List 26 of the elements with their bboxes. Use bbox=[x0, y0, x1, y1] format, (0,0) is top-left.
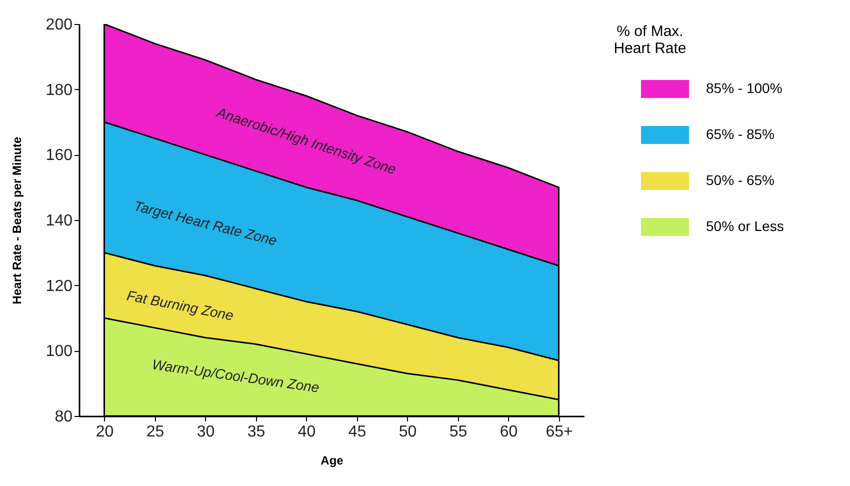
x-tick-label: 60 bbox=[500, 424, 518, 440]
x-tick-label: 20 bbox=[96, 424, 114, 440]
legend-title: % of Max. Heart Rate bbox=[614, 23, 686, 57]
legend-label: 85% - 100% bbox=[706, 80, 782, 96]
x-tick-label: 35 bbox=[247, 424, 266, 440]
y-tick-label: 140 bbox=[46, 212, 73, 230]
x-tick-label: 45 bbox=[348, 424, 366, 440]
y-tick-label: 200 bbox=[46, 16, 73, 34]
x-axis-title: Age bbox=[320, 454, 344, 468]
x-tick-label: 30 bbox=[196, 424, 215, 440]
legend-label: 65% - 85% bbox=[706, 126, 774, 142]
annotation: Fat Burning Zone bbox=[126, 287, 236, 324]
x-tick-label: 55 bbox=[449, 424, 468, 440]
x-tick-label: 65+ bbox=[546, 424, 573, 440]
y-tick-label: 180 bbox=[46, 82, 73, 99]
legend-label: 50% or Less bbox=[706, 218, 784, 234]
y-tick-label: 80 bbox=[54, 408, 73, 426]
x-tick-label: 25 bbox=[146, 424, 164, 440]
x-tick-label: 40 bbox=[298, 424, 316, 440]
y-tick-label: 100 bbox=[46, 343, 73, 360]
x-tick-label: 50 bbox=[398, 424, 417, 440]
y-tick-label: 160 bbox=[46, 147, 73, 164]
legend-label: 50% - 65% bbox=[706, 172, 774, 188]
annotation: Target Heart Rate Zone bbox=[132, 197, 279, 248]
y-axis-title: Heart Rate - Beats per Minute bbox=[10, 136, 24, 304]
y-tick-label: 120 bbox=[46, 278, 73, 295]
